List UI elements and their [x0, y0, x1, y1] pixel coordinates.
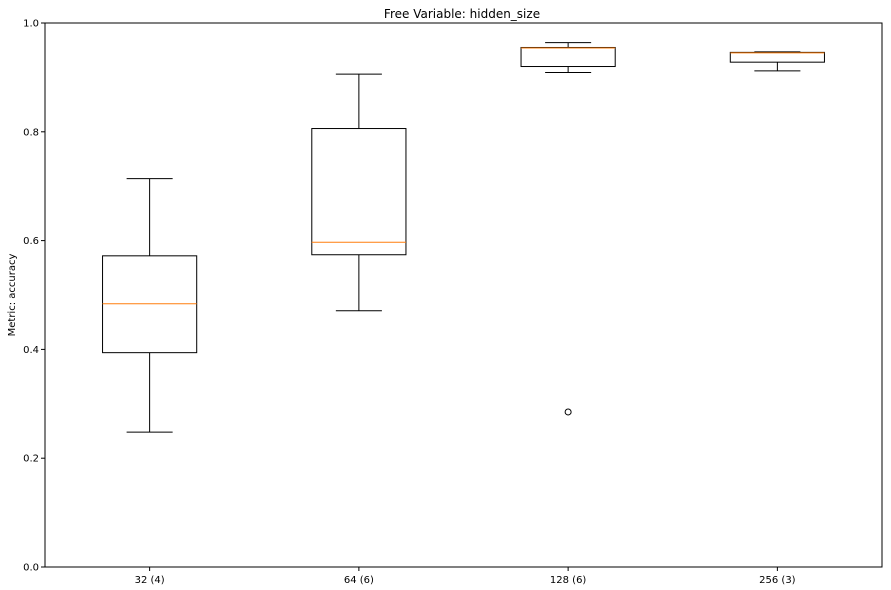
y-axis-ticks: 0.0 0.2 0.4 0.6 0.8 1.0 — [23, 19, 45, 574]
boxes — [102, 42, 825, 433]
x-tick-label: 32 (4) — [135, 575, 165, 586]
x-tick-label: 128 (6) — [550, 575, 587, 586]
x-tick-label: 256 (3) — [759, 575, 796, 586]
x-axis-ticks: 32 (4) 64 (6) 128 (6) 256 (3) — [135, 567, 796, 586]
y-tick-label: 0.8 — [23, 127, 39, 138]
chart-title: Free Variable: hidden_size — [384, 7, 540, 21]
box-3 — [729, 51, 825, 72]
y-tick-label: 0.2 — [23, 454, 39, 465]
y-tick-label: 0.4 — [23, 345, 39, 356]
x-tick-label: 64 (6) — [344, 575, 374, 586]
box-1 — [311, 73, 407, 312]
box-2 — [520, 42, 616, 416]
y-tick-label: 0.6 — [23, 236, 39, 247]
y-tick-label: 0.0 — [23, 563, 39, 574]
outlier-point — [564, 408, 572, 416]
plot-area-frame — [44, 22, 883, 568]
iqr-box — [520, 46, 616, 68]
iqr-box — [311, 128, 407, 256]
y-axis-label: Metric: accuracy — [7, 254, 18, 337]
box-0 — [102, 178, 198, 433]
iqr-box — [729, 51, 825, 63]
iqr-box — [102, 255, 198, 354]
y-tick-label: 1.0 — [23, 19, 39, 30]
